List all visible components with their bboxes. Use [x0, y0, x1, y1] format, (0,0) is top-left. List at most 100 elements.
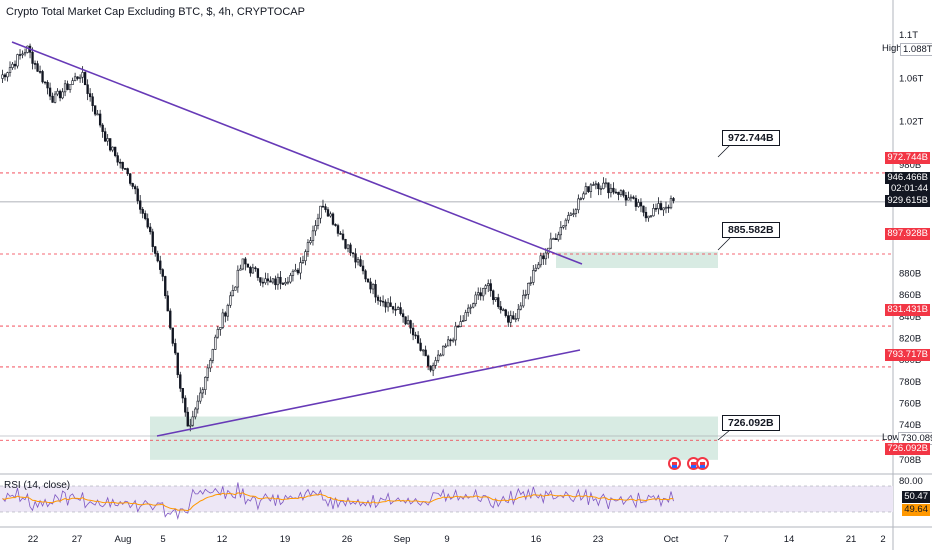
candle-body: [226, 304, 230, 317]
candle-body: [386, 302, 390, 308]
us-flag-event-icon[interactable]: [668, 457, 681, 470]
candle-body: [564, 219, 568, 227]
rsi-value-tag: 50.47: [902, 491, 930, 503]
candle-body: [91, 96, 94, 106]
candle-body: [73, 76, 77, 81]
candle-body: [569, 213, 573, 216]
candle-body: [499, 306, 502, 311]
candle-body: [579, 198, 583, 200]
candle-body: [376, 296, 380, 301]
candle-body: [396, 307, 400, 310]
candle-body: [231, 290, 235, 297]
candle-body: [434, 360, 437, 366]
candle-body: [139, 200, 142, 210]
candle-body: [336, 225, 340, 234]
candle-body: [294, 269, 297, 272]
candle-body: [199, 392, 202, 402]
candle-body: [86, 84, 89, 94]
candle-body: [256, 268, 260, 278]
candle-body: [221, 312, 225, 328]
candle-body: [63, 83, 67, 93]
candle-body: [554, 238, 557, 240]
candle-body: [184, 397, 187, 413]
candle-body: [534, 267, 537, 271]
candle-body: [519, 305, 522, 310]
candle-body: [239, 268, 242, 271]
candle-body: [301, 260, 305, 263]
candle-body: [356, 259, 360, 263]
candle-body: [669, 198, 673, 209]
candle-body: [96, 113, 99, 116]
candle-body: [602, 182, 605, 189]
candle-body: [98, 113, 102, 126]
candle-body: [48, 87, 52, 97]
candle-body: [629, 196, 633, 199]
us-flag-event-icon[interactable]: [696, 457, 709, 470]
candle-body: [274, 278, 277, 286]
candle-body: [559, 227, 563, 236]
candle-body: [406, 320, 410, 325]
candle-body: [304, 251, 307, 262]
price-tick-label: 980B: [899, 160, 921, 171]
candle-body: [502, 309, 505, 312]
candle-body: [206, 367, 209, 378]
candle-body: [399, 307, 402, 314]
candle-body: [454, 325, 457, 341]
price-tick-label: 780B: [899, 377, 921, 388]
candle-body: [364, 270, 367, 280]
candle-body: [216, 329, 219, 338]
candle-body: [441, 345, 445, 356]
rsi-tick-label: 80.00: [899, 476, 923, 487]
callout-726[interactable]: 726.092B: [722, 415, 780, 431]
candle-body: [6, 72, 9, 78]
candle-body: [251, 267, 255, 274]
candle-body: [607, 182, 610, 194]
candle-body: [149, 226, 152, 233]
candle-body: [296, 269, 300, 274]
callout-972[interactable]: 972.744B: [722, 130, 780, 146]
time-tick-label: 2: [880, 534, 885, 545]
candle-body: [331, 213, 335, 225]
candle-body: [324, 206, 327, 210]
candle-body: [597, 183, 600, 189]
candle-body: [33, 63, 37, 65]
candle-body: [639, 202, 643, 207]
candle-body: [659, 203, 663, 211]
candle-body: [344, 239, 347, 249]
candle-body: [414, 334, 417, 337]
rsi-title: RSI (14, close): [4, 480, 71, 491]
candle-body: [472, 303, 475, 308]
candle-body: [136, 188, 139, 202]
candle-body: [341, 233, 345, 240]
candle-body: [609, 187, 613, 194]
candle-body: [31, 51, 34, 64]
candle-body: [189, 424, 192, 427]
candle-body: [169, 310, 172, 329]
callout-885[interactable]: 885.582B: [722, 222, 780, 238]
candle-body: [619, 190, 623, 195]
ascending-trendline: [156, 349, 581, 437]
candle-body: [3, 74, 7, 78]
resistance-zone: [556, 251, 718, 269]
candle-body: [174, 343, 177, 354]
candle-body: [81, 72, 84, 78]
price-tick-label: 840B: [899, 312, 921, 323]
candle-body: [474, 294, 477, 305]
candle-body: [134, 186, 137, 190]
candle-body: [284, 282, 287, 285]
candle-body: [276, 276, 280, 286]
candle-body: [351, 252, 355, 255]
candle-body: [209, 360, 212, 369]
candle-body: [632, 196, 635, 199]
candle-body: [507, 315, 510, 323]
candle-body: [299, 262, 302, 274]
candle-body: [181, 388, 184, 399]
level-tag-793: 793.717B: [885, 349, 930, 361]
candle-body: [18, 54, 22, 56]
candle-body: [514, 318, 517, 320]
candle-body: [517, 308, 520, 319]
high-label: High: [882, 43, 902, 54]
candle-body: [286, 281, 290, 284]
candle-body: [587, 186, 590, 192]
